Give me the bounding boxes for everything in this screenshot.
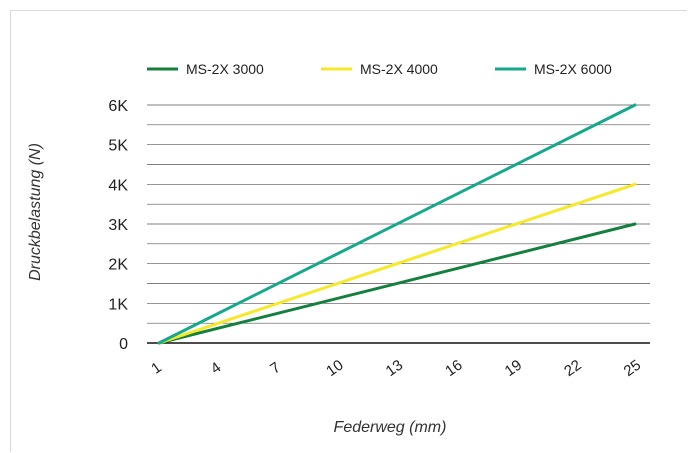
y-tick-label: 3K (108, 217, 128, 234)
series-line-ms2x4000 (157, 182, 637, 345)
x-tick-label: 4 (208, 359, 225, 378)
legend-label-ms2x6000: MS-2X 6000 (534, 61, 612, 77)
x-tick-label: 1 (148, 359, 165, 378)
legend-item: MS-2X 6000 (495, 61, 612, 77)
legend-item: MS-2X 3000 (147, 61, 264, 77)
series-lines (157, 103, 637, 345)
y-tick-label: 1K (108, 296, 128, 313)
x-axis-ticks: 1 4 7 10 13 16 19 22 25 (148, 357, 644, 380)
series-line-ms2x3000 (157, 222, 637, 345)
x-tick-label: 22 (561, 357, 584, 380)
legend: MS-2X 3000 MS-2X 4000 MS-2X 6000 (147, 61, 612, 77)
x-tick-label: 25 (621, 357, 644, 380)
legend-label-ms2x4000: MS-2X 4000 (360, 61, 438, 77)
x-tick-label: 7 (267, 359, 284, 378)
y-tick-label: 6K (108, 98, 128, 115)
x-tick-label: 19 (502, 357, 525, 380)
x-tick-label: 13 (383, 357, 406, 380)
y-tick-label: 0 (119, 336, 128, 353)
x-tick-label: 16 (442, 357, 465, 380)
series-line-ms2x6000 (157, 103, 637, 345)
y-axis-label: Druckbelastung (N) (27, 143, 44, 281)
x-axis-label: Federweg (mm) (334, 419, 447, 436)
y-tick-label: 4K (108, 177, 128, 194)
chart-frame (10, 10, 687, 452)
y-tick-label: 2K (108, 257, 128, 274)
x-tick-label: 10 (323, 357, 346, 380)
legend-label-ms2x3000: MS-2X 3000 (186, 61, 264, 77)
y-tick-label: 5K (108, 138, 128, 155)
legend-item: MS-2X 4000 (321, 61, 438, 77)
y-axis-ticks: 0 1K 2K 3K 4K 5K 6K (108, 98, 128, 353)
